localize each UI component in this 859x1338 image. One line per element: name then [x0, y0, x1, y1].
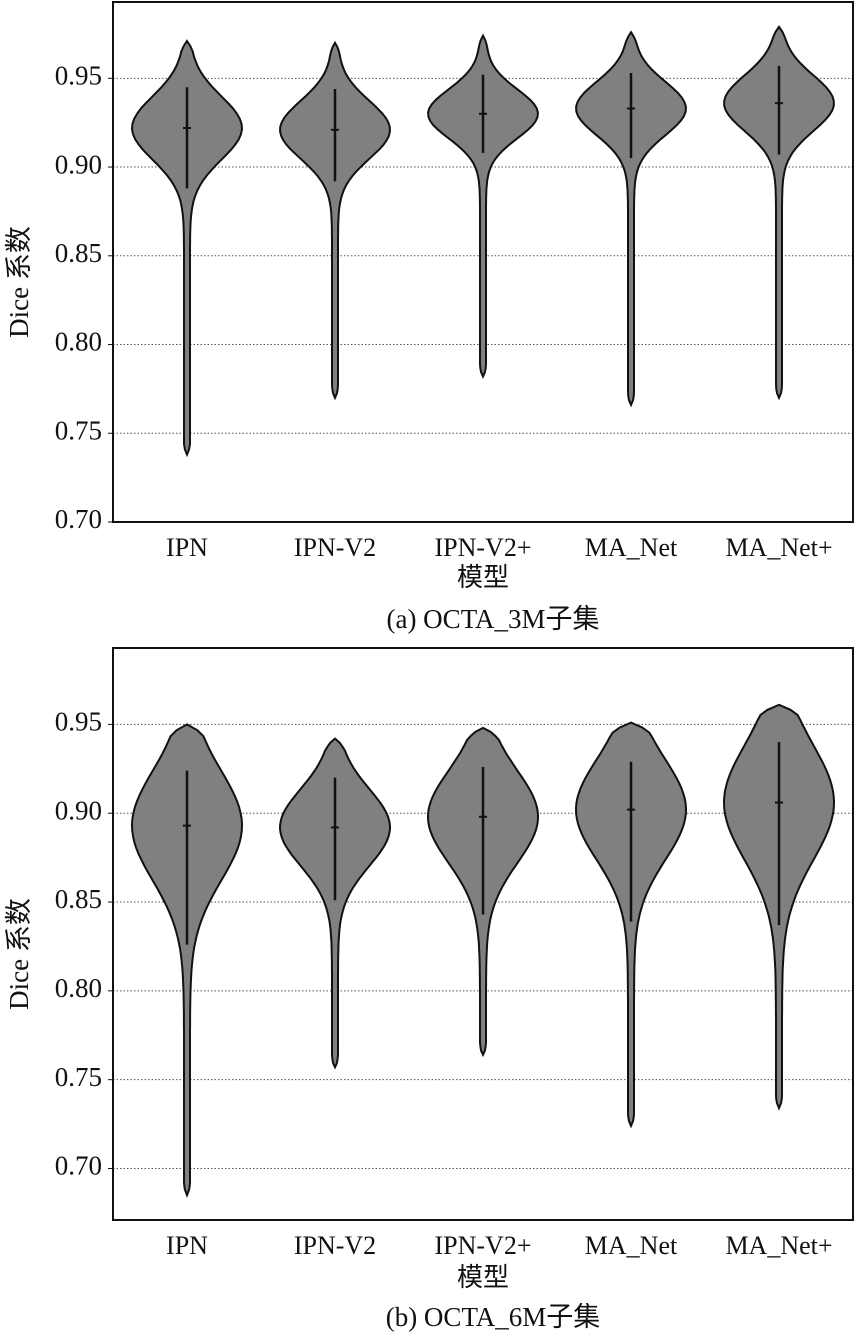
caption: (b) OCTA_6M子集 [386, 1302, 601, 1332]
x-axis-label: 模型 [457, 563, 509, 592]
x-tick-label: MA_Net+ [725, 1231, 832, 1260]
y-tick-label: 0.95 [55, 707, 102, 737]
y-tick-label: 0.75 [55, 1062, 102, 1092]
plot-frame [112, 1, 854, 523]
x-tick-label: IPN-V2+ [435, 533, 532, 562]
violin-body [575, 30, 687, 408]
y-tick-label: 0.95 [55, 61, 102, 91]
y-axis-label: Dice 系数 [4, 898, 34, 1010]
violin-body [574, 721, 688, 1129]
y-tick-label: 0.85 [55, 884, 102, 914]
y-axis-label: Dice 系数 [4, 226, 34, 338]
y-tick-label: 0.70 [55, 1151, 102, 1181]
x-tick-label: IPN-V2 [294, 533, 376, 562]
violin-body [130, 723, 244, 1198]
y-tick-label: 0.90 [55, 795, 102, 825]
x-tick-label: IPN-V2+ [435, 1231, 532, 1260]
y-tick-label: 0.85 [55, 238, 102, 268]
x-axis-label: 模型 [457, 1263, 509, 1292]
y-tick-label: 0.80 [55, 973, 102, 1003]
plot-frame [112, 647, 854, 1221]
violin-body [427, 33, 539, 379]
x-tick-label: MA_Net+ [725, 533, 832, 562]
y-tick-label: 0.70 [55, 504, 102, 534]
y-tick-label: 0.75 [55, 415, 102, 445]
y-tick-label: 0.80 [55, 327, 102, 357]
x-tick-label: MA_Net [585, 1231, 678, 1260]
y-tick-label: 0.90 [55, 149, 102, 179]
violin-body [279, 40, 391, 401]
x-tick-label: MA_Net [585, 533, 678, 562]
x-tick-label: IPN [166, 533, 208, 562]
caption: (a) OCTA_3M子集 [386, 604, 599, 634]
violin-body [723, 25, 835, 401]
violin-body [130, 39, 244, 458]
violin-body [278, 737, 392, 1070]
x-tick-label: IPN [166, 1231, 208, 1260]
x-tick-label: IPN-V2 [294, 1231, 376, 1260]
